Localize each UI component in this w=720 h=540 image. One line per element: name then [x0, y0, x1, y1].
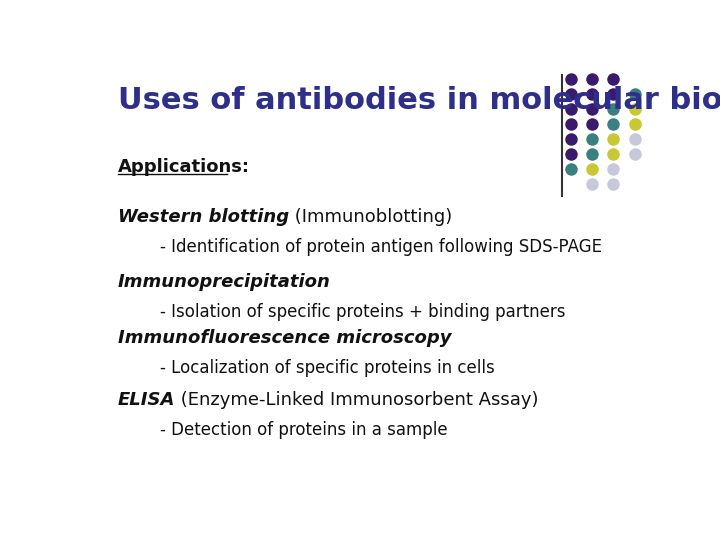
Text: - Isolation of specific proteins + binding partners: - Isolation of specific proteins + bindi… [118, 302, 565, 321]
Text: - Identification of protein antigen following SDS-PAGE: - Identification of protein antigen foll… [118, 238, 602, 256]
Text: - Detection of proteins in a sample: - Detection of proteins in a sample [118, 421, 448, 439]
Text: Immunofluorescence microscopy: Immunofluorescence microscopy [118, 329, 451, 347]
Text: Western blotting: Western blotting [118, 208, 289, 226]
Text: (Enzyme-Linked Immunosorbent Assay): (Enzyme-Linked Immunosorbent Assay) [175, 391, 539, 409]
Text: (Immunoblotting): (Immunoblotting) [289, 208, 452, 226]
Text: ELISA: ELISA [118, 391, 175, 409]
Text: Uses of antibodies in molecular biology: Uses of antibodies in molecular biology [118, 85, 720, 114]
Text: - Localization of specific proteins in cells: - Localization of specific proteins in c… [118, 359, 495, 377]
Text: Immunoprecipitation: Immunoprecipitation [118, 273, 330, 291]
Text: Applications:: Applications: [118, 158, 250, 177]
